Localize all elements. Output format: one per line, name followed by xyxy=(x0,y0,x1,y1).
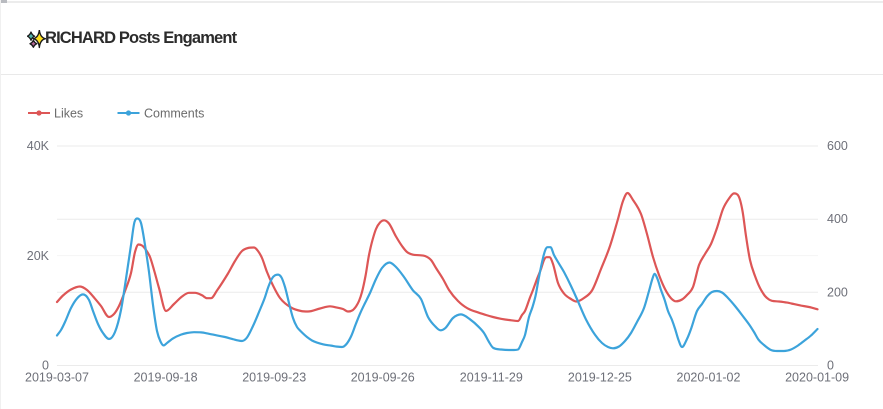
svg-text:40K: 40K xyxy=(27,139,50,153)
svg-text:600: 600 xyxy=(827,139,848,153)
svg-text:400: 400 xyxy=(827,212,848,226)
svg-text:Likes: Likes xyxy=(54,107,83,121)
svg-text:200: 200 xyxy=(827,285,848,299)
svg-text:2019-03-07: 2019-03-07 xyxy=(25,371,89,385)
svg-text:2019-09-18: 2019-09-18 xyxy=(134,371,198,385)
svg-text:Comments: Comments xyxy=(144,107,204,121)
svg-text:0: 0 xyxy=(42,359,49,373)
svg-text:2020-01-02: 2020-01-02 xyxy=(677,371,741,385)
svg-text:2019-09-23: 2019-09-23 xyxy=(242,371,306,385)
svg-text:0: 0 xyxy=(827,359,834,373)
svg-text:2019-12-25: 2019-12-25 xyxy=(568,371,632,385)
svg-text:2020-01-09: 2020-01-09 xyxy=(785,371,849,385)
svg-text:2019-09-26: 2019-09-26 xyxy=(351,371,415,385)
svg-text:20K: 20K xyxy=(27,249,50,263)
svg-text:2019-11-29: 2019-11-29 xyxy=(460,371,523,385)
